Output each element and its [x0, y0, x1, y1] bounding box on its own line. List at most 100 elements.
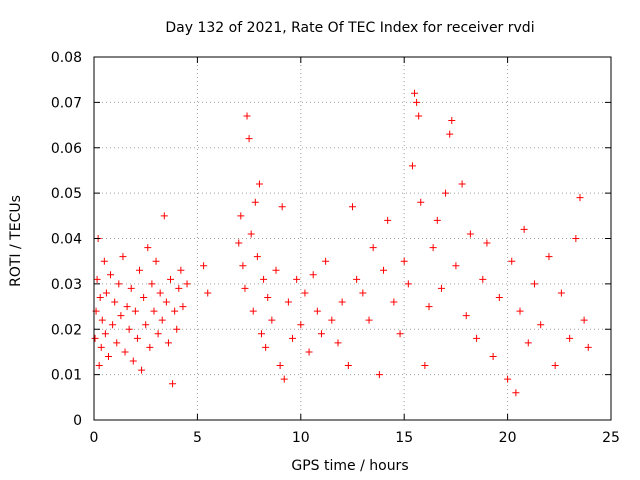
data-point: [164, 339, 172, 347]
data-point: [160, 212, 168, 220]
data-point: [268, 316, 276, 324]
data-point: [446, 130, 454, 138]
data-point: [140, 293, 148, 301]
axis-ticks: [93, 56, 612, 421]
y-tick-label: 0.05: [51, 186, 82, 202]
data-point: [448, 117, 456, 125]
data-point: [353, 275, 361, 283]
x-tick-label: 10: [292, 430, 310, 446]
data-point: [109, 321, 117, 329]
data-point: [95, 362, 103, 370]
data-point: [241, 284, 249, 292]
x-axis-label: GPS time / hours: [291, 458, 408, 474]
data-point: [384, 216, 392, 224]
data-point: [437, 284, 445, 292]
data-point: [305, 348, 313, 356]
data-point: [129, 357, 137, 365]
x-tick-label: 5: [193, 430, 202, 446]
data-point: [150, 307, 158, 315]
data-point: [442, 189, 450, 197]
data-point: [293, 275, 301, 283]
data-point: [262, 343, 270, 351]
data-point: [512, 389, 520, 397]
data-point: [466, 230, 474, 238]
data-point: [127, 284, 135, 292]
x-tick-labels: 0 5 10 15 20 25: [90, 430, 620, 446]
data-point: [452, 262, 460, 270]
y-tick-label: 0.04: [51, 232, 82, 248]
data-point: [301, 289, 309, 297]
data-point: [520, 225, 528, 233]
data-point: [264, 293, 272, 301]
data-point: [473, 334, 481, 342]
data-point: [133, 334, 141, 342]
data-point: [375, 371, 383, 379]
data-point: [138, 366, 146, 374]
data-point: [530, 280, 538, 288]
data-point: [580, 316, 588, 324]
data-point: [253, 253, 261, 261]
data-point: [101, 330, 109, 338]
data-point: [349, 203, 356, 211]
data-point: [235, 239, 243, 247]
data-point: [119, 253, 127, 261]
data-point: [175, 284, 183, 292]
data-point: [411, 89, 419, 97]
data-point: [545, 253, 553, 261]
data-point: [169, 380, 177, 388]
data-point: [204, 289, 212, 297]
data-point: [91, 334, 99, 342]
data-point: [359, 289, 367, 297]
data-point: [396, 330, 404, 338]
data-point: [96, 293, 104, 301]
data-point: [508, 257, 516, 265]
data-point: [576, 194, 584, 202]
data-point: [524, 339, 532, 347]
data-point: [100, 257, 108, 265]
data-point: [489, 352, 497, 360]
data-point: [278, 203, 286, 211]
data-point: [152, 257, 160, 265]
data-point: [102, 289, 110, 297]
data-point: [258, 330, 266, 338]
data-point: [284, 298, 292, 306]
data-point: [483, 239, 491, 247]
data-point: [408, 162, 416, 170]
data-point: [179, 303, 187, 311]
data-point: [313, 307, 321, 315]
grid-lines: [94, 57, 611, 420]
y-tick-label: 0.08: [51, 50, 82, 66]
data-point: [111, 298, 119, 306]
data-point: [183, 280, 191, 288]
data-point: [516, 307, 524, 315]
data-point: [495, 293, 503, 301]
x-tick-label: 20: [499, 430, 517, 446]
data-point: [97, 343, 105, 351]
data-point: [167, 275, 175, 283]
data-point: [272, 266, 280, 274]
data-point: [413, 98, 421, 106]
data-point: [425, 303, 433, 311]
data-point: [93, 275, 101, 283]
data-point: [328, 316, 336, 324]
data-point: [433, 216, 441, 224]
data-point: [142, 321, 150, 329]
data-point: [239, 262, 247, 270]
data-point: [144, 244, 152, 252]
y-axis-label: ROTI / TECUs: [8, 195, 24, 287]
data-points: [91, 89, 592, 397]
data-point: [289, 334, 297, 342]
data-point: [131, 307, 139, 315]
data-point: [421, 362, 429, 370]
data-point: [148, 280, 156, 288]
data-point: [177, 266, 185, 274]
data-point: [98, 316, 106, 324]
data-point: [115, 280, 123, 288]
x-tick-label: 15: [395, 430, 413, 446]
data-point: [369, 244, 377, 252]
data-point: [417, 198, 425, 206]
data-point: [429, 244, 437, 252]
data-point: [557, 289, 565, 297]
data-point: [158, 316, 166, 324]
